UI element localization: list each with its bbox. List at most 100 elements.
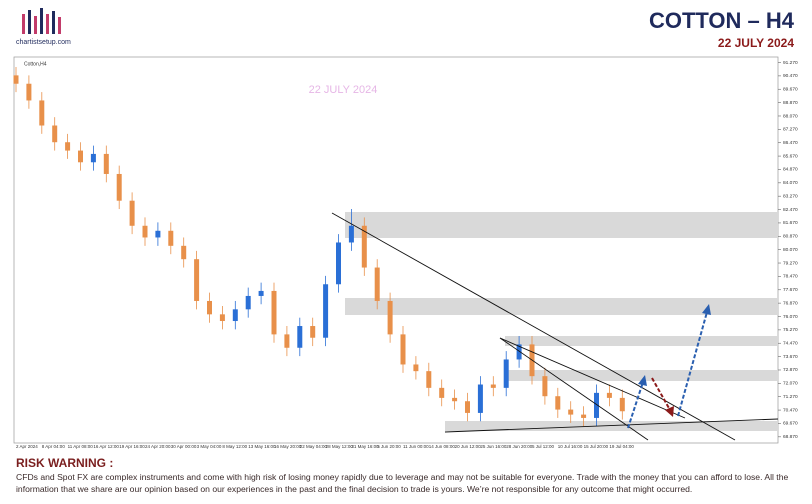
candle-body bbox=[323, 284, 329, 338]
source: chartistsetup.com bbox=[16, 39, 71, 46]
candle-body bbox=[65, 142, 71, 151]
x-tick-label: 16 Apr 12:00 bbox=[93, 444, 119, 449]
x-tick-label: 31 May 16:00 bbox=[351, 444, 379, 449]
y-tick-label: 84.070 bbox=[783, 180, 798, 186]
candle-body bbox=[52, 125, 58, 143]
candle-body bbox=[555, 396, 561, 410]
y-tick-label: 89.670 bbox=[783, 87, 798, 93]
date: 22 JULY 2024 bbox=[718, 36, 794, 50]
x-tick-label: 24 Apr 20:00 bbox=[145, 444, 171, 449]
y-tick-label: 70.470 bbox=[783, 407, 798, 413]
y-tick-label: 88.070 bbox=[783, 113, 798, 119]
x-tick-label: 20 Jun 12:00 bbox=[455, 444, 482, 449]
y-tick-label: 84.870 bbox=[783, 167, 798, 173]
candle-body bbox=[374, 267, 380, 301]
y-tick-label: 79.270 bbox=[783, 260, 798, 266]
x-tick-label: 8 Apr 04:00 bbox=[42, 444, 66, 449]
watermark: 22 JULY 2024 bbox=[309, 84, 378, 96]
y-tick-label: 87.270 bbox=[783, 127, 798, 133]
y-tick-label: 91.270 bbox=[783, 60, 798, 66]
x-tick-label: 2 Apr 2024 bbox=[16, 444, 38, 449]
candle-body bbox=[245, 295, 251, 310]
y-tick-label: 86.470 bbox=[783, 140, 798, 146]
y-tick-label: 76.870 bbox=[783, 300, 798, 306]
y-tick-label: 74.470 bbox=[783, 341, 798, 347]
candle-body bbox=[594, 392, 599, 418]
x-tick-label: 3 May 04:00 bbox=[197, 444, 222, 449]
candle-body bbox=[336, 242, 341, 285]
candle-body bbox=[581, 414, 587, 418]
candle-body bbox=[465, 401, 470, 413]
x-tick-label: 13 May 16:00 bbox=[248, 444, 276, 449]
symbol: Cotton,H4 bbox=[24, 61, 47, 67]
candle-body bbox=[310, 326, 316, 338]
candle-body bbox=[26, 83, 32, 101]
y-tick-label: 80.870 bbox=[783, 234, 798, 240]
x-tick-label: 11 Apr 08:00 bbox=[68, 444, 94, 449]
x-tick-label: 19 Jul 04:00 bbox=[609, 444, 634, 449]
x-tick-label: 8 May 12:00 bbox=[222, 444, 247, 449]
x-tick-label: 11 Jun 00:00 bbox=[403, 444, 429, 449]
candle-body bbox=[297, 326, 303, 348]
candle-body bbox=[439, 387, 445, 398]
y-tick-label: 75.270 bbox=[783, 327, 798, 333]
candle-body bbox=[503, 359, 509, 388]
y-tick-label: 81.670 bbox=[783, 220, 798, 226]
candle-body bbox=[490, 384, 496, 388]
plot-frame bbox=[13, 56, 779, 444]
trendlines bbox=[331, 212, 779, 441]
x-tick-label: 14 Jun 08:00 bbox=[429, 444, 456, 449]
candle-body bbox=[13, 75, 19, 84]
x-tick-label: 22 May 04:00 bbox=[300, 444, 328, 449]
y-tick-label: 72.870 bbox=[783, 367, 798, 373]
candle-body bbox=[619, 397, 625, 412]
candle-body bbox=[387, 300, 393, 335]
x-tick-label: 10 Jul 16:00 bbox=[558, 444, 583, 449]
y-tick-label: 82.470 bbox=[783, 207, 798, 213]
candle-body bbox=[103, 153, 109, 174]
risk-title: RISK WARNING : bbox=[16, 456, 114, 470]
candle-body bbox=[361, 225, 367, 268]
x-tick-label: 5 Jul 12:00 bbox=[532, 444, 555, 449]
candle-body bbox=[413, 364, 419, 372]
candle-body bbox=[516, 344, 522, 360]
y-tick-label: 90.470 bbox=[783, 73, 798, 79]
candle-body bbox=[452, 397, 458, 402]
candle-body bbox=[129, 200, 135, 226]
y-tick-label: 78.470 bbox=[783, 274, 798, 280]
candle-body bbox=[258, 290, 264, 296]
candle-body bbox=[78, 150, 83, 163]
candle-body bbox=[232, 309, 238, 322]
x-tick-label: 25 Jun 16:00 bbox=[480, 444, 507, 449]
candle-body bbox=[426, 371, 432, 388]
y-tick-label: 69.670 bbox=[783, 421, 798, 427]
x-tick-label: 15 Jul 20:00 bbox=[584, 444, 609, 449]
y-tick-label: 73.670 bbox=[783, 354, 798, 360]
candle-body bbox=[90, 153, 96, 163]
candle-body bbox=[568, 409, 574, 415]
x-tick-label: 16 May 20:00 bbox=[274, 444, 302, 449]
candle-body bbox=[219, 314, 225, 322]
x-tick-label: 28 Jun 20:00 bbox=[506, 444, 533, 449]
zones bbox=[345, 212, 778, 431]
x-tick-label: 30 Apr 00:00 bbox=[171, 444, 197, 449]
y-tick-label: 76.070 bbox=[783, 314, 798, 320]
candle-body bbox=[348, 225, 354, 243]
candle-body bbox=[181, 245, 187, 260]
candle-body bbox=[400, 334, 406, 365]
candle-body bbox=[116, 173, 122, 201]
x-tick-label: 5 Jun 20:00 bbox=[377, 444, 401, 449]
x-tick-label: 19 Apr 16:00 bbox=[119, 444, 145, 449]
y-tick-label: 68.870 bbox=[783, 434, 798, 440]
y-tick-label: 88.870 bbox=[783, 100, 798, 106]
logo bbox=[22, 8, 61, 34]
candle-body bbox=[155, 230, 161, 238]
candle-body bbox=[477, 384, 483, 413]
x-tick-label: 28 May 12:00 bbox=[326, 444, 354, 449]
y-tick-label: 85.670 bbox=[783, 153, 798, 159]
candle-body bbox=[284, 334, 290, 348]
candle-body bbox=[542, 376, 548, 397]
title: COTTON – H4 bbox=[649, 8, 795, 33]
